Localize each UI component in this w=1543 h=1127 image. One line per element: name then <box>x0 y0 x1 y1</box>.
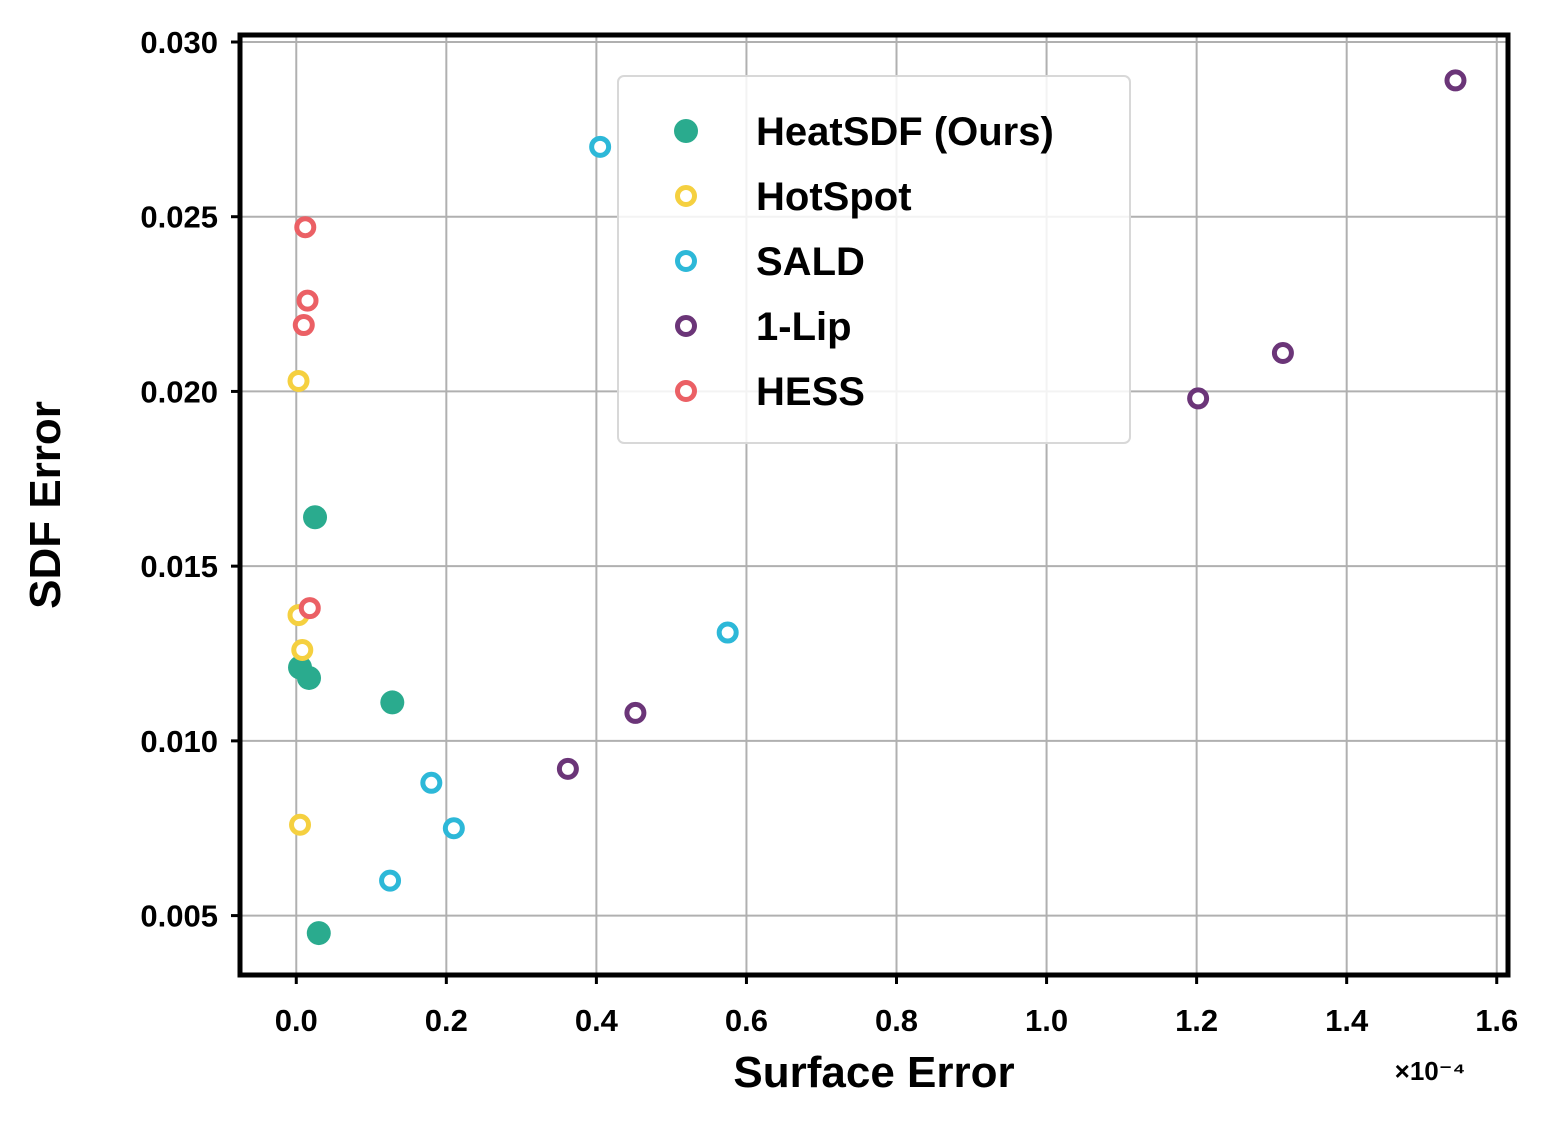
x-tick-label: 0.2 <box>425 1003 468 1038</box>
x-tick-label: 0.0 <box>275 1003 318 1038</box>
data-point-heatsdf-ours <box>380 690 405 715</box>
data-point-1-lip <box>1444 69 1467 92</box>
x-axis-exponent: ×10⁻⁴ <box>1395 1056 1466 1086</box>
data-point-sald <box>420 771 443 794</box>
legend-marker <box>675 315 697 337</box>
legend-marker <box>675 250 697 272</box>
y-axis-label: SDF Error <box>21 401 70 609</box>
x-tick-label: 1.6 <box>1475 1003 1518 1038</box>
data-point-heatsdf-ours <box>297 665 322 690</box>
data-point-1-lip <box>1187 387 1210 410</box>
legend-label: HotSpot <box>756 175 912 219</box>
legend-marker <box>674 119 698 143</box>
legend-label: HeatSDF (Ours) <box>756 110 1054 154</box>
plot-frame <box>237 32 1511 978</box>
y-tick-label: 0.030 <box>140 25 218 60</box>
data-point-1-lip <box>556 757 579 780</box>
data-point-hess <box>298 597 321 620</box>
legend-box <box>617 75 1131 444</box>
x-tick-label: 1.2 <box>1175 1003 1218 1038</box>
legend-marker <box>675 380 697 402</box>
legend-marker <box>675 185 697 207</box>
data-point-heatsdf-ours <box>303 505 328 530</box>
data-point-sald <box>379 869 402 892</box>
y-tick-label: 0.005 <box>140 899 218 934</box>
data-point-sald <box>442 817 465 840</box>
x-tick-label: 0.6 <box>725 1003 768 1038</box>
data-point-hotspot <box>291 639 314 662</box>
data-point-hotspot <box>287 369 310 392</box>
data-point-hess <box>294 216 317 239</box>
y-tick-label: 0.025 <box>140 200 218 235</box>
x-tick-label: 0.8 <box>875 1003 918 1038</box>
y-tick-label: 0.010 <box>140 724 218 759</box>
x-tick-label: 1.0 <box>1025 1003 1068 1038</box>
y-tick-label: 0.020 <box>140 374 218 409</box>
legend: HeatSDF (Ours) HotSpot SALD 1-Lip HESS <box>617 75 1131 444</box>
x-axis-label: Surface Error <box>733 1048 1014 1097</box>
data-point-heatsdf-ours <box>306 921 331 946</box>
x-tick-label: 1.4 <box>1325 1003 1369 1038</box>
data-point-1-lip <box>1271 341 1294 364</box>
ticks: 0.0 0.2 0.4 0.6 0.8 1.0 1.2 1.4 1.6 0.005 0.010 0.0… <box>140 25 1518 1038</box>
data-point-sald <box>716 621 739 644</box>
legend-label: HESS <box>756 370 865 414</box>
data-point-hess <box>292 314 315 337</box>
data-points <box>287 69 1467 946</box>
x-tick-label: 0.4 <box>575 1003 619 1038</box>
legend-label: 1-Lip <box>756 305 852 349</box>
legend-label: SALD <box>756 240 865 284</box>
data-point-hotspot <box>289 813 312 836</box>
y-tick-label: 0.015 <box>140 549 218 584</box>
data-point-1-lip <box>624 701 647 724</box>
data-point-sald <box>589 135 612 158</box>
data-point-hess <box>296 289 319 312</box>
